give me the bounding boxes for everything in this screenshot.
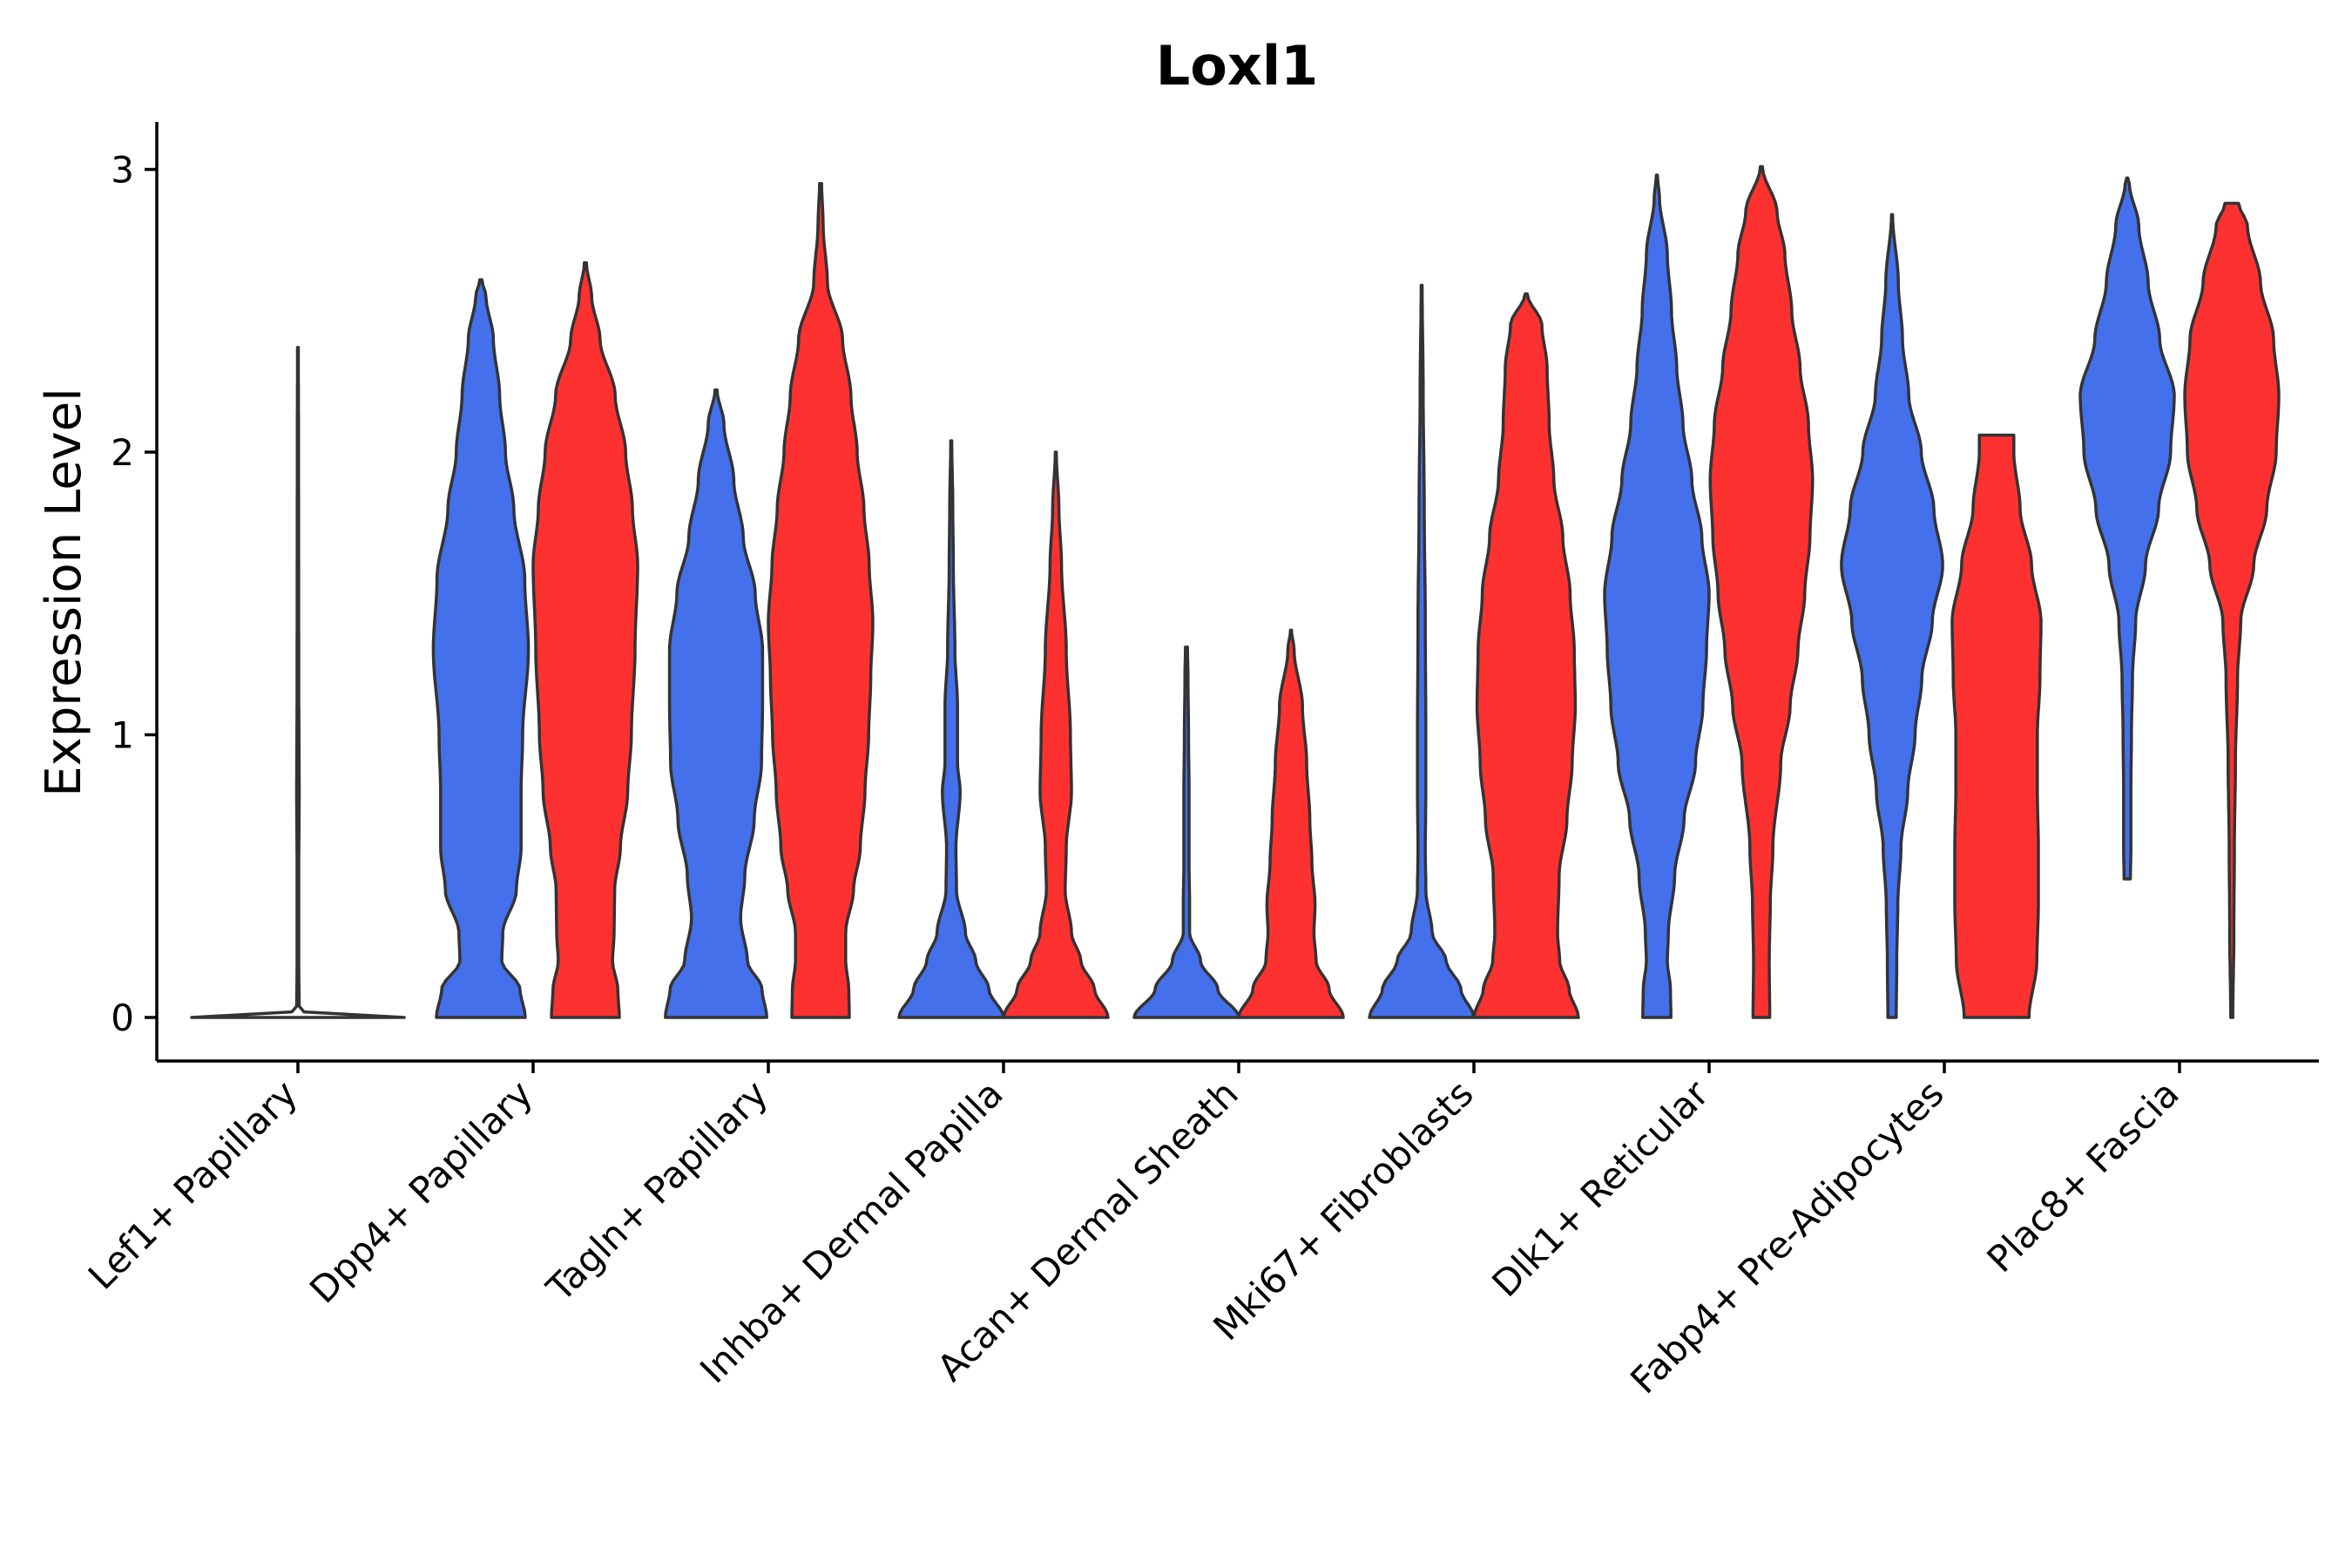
violin-5-blue <box>1132 645 1240 1019</box>
violin-8-blue <box>1840 213 1944 1019</box>
violin-9-blue <box>2078 176 2176 881</box>
y-tick-label: 1 <box>111 714 134 757</box>
y-tick-label: 2 <box>111 431 134 474</box>
violin-3-blue <box>664 388 768 1019</box>
violin-5-red <box>1237 628 1345 1019</box>
x-tick-label: Lef1+ Papillary <box>80 1072 306 1298</box>
violin-1-single <box>190 346 406 1019</box>
violins-layer <box>190 165 2281 1019</box>
x-tick-label: Plac8+ Fascia <box>1978 1072 2186 1281</box>
y-tick-label: 3 <box>111 149 134 192</box>
x-tick-label: Dlk1+ Reticular <box>1484 1071 1717 1305</box>
violin-4-red <box>1002 450 1110 1019</box>
violin-2-blue <box>431 278 531 1019</box>
violin-7-blue <box>1603 173 1711 1019</box>
y-tick-label: 0 <box>111 997 134 1039</box>
violin-3-red <box>767 181 875 1019</box>
violin-9-red <box>2183 201 2281 1019</box>
violin-6-blue <box>1368 283 1476 1019</box>
y-axis-label: Expression Level <box>36 388 92 797</box>
violin-8-red <box>1950 433 2043 1019</box>
x-tick-label: Dpp4+ Papillary <box>301 1072 541 1312</box>
x-tick-label: Mki67+ Fibroblasts <box>1205 1072 1481 1348</box>
violin-2-red <box>531 260 639 1019</box>
chart-title: Loxl1 <box>1156 34 1318 98</box>
violin-7-red <box>1708 165 1815 1019</box>
x-tick-label: Tagln+ Papillary <box>537 1072 775 1310</box>
violin-4-blue <box>897 439 1005 1019</box>
violin-6-red <box>1472 292 1580 1019</box>
